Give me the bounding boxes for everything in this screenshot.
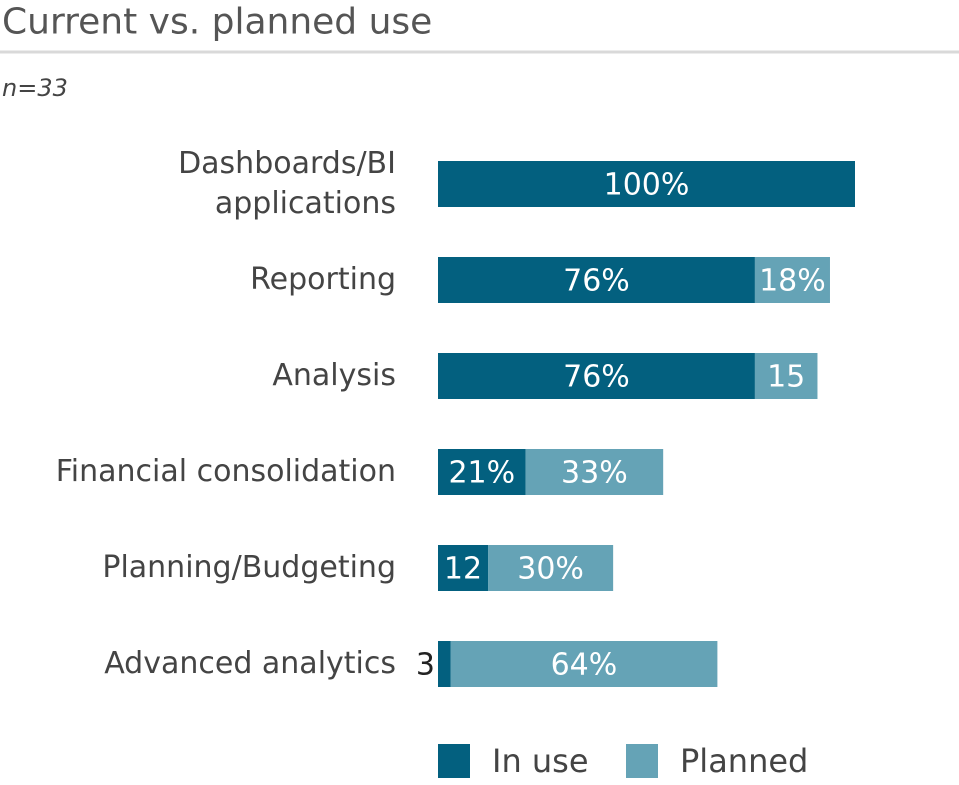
bar-segment: [754, 353, 818, 399]
category-label: Planning/Budgeting: [102, 550, 396, 585]
bar-segment: [438, 257, 755, 303]
chart-title: Current vs. planned use: [2, 2, 432, 43]
bar-segment: [754, 257, 830, 303]
bar-segment: [438, 449, 526, 495]
legend-swatch: [438, 744, 470, 778]
value-label: 12: [444, 552, 482, 587]
bar-segment: [488, 545, 614, 591]
value-label: 76%: [563, 360, 630, 395]
value-label: 21%: [448, 456, 515, 491]
value-label: 64%: [551, 648, 618, 683]
bar-segment: [438, 161, 855, 207]
value-label: 3: [416, 648, 435, 683]
value-label: 30%: [517, 552, 584, 587]
category-label: Reporting: [250, 262, 396, 297]
value-label: 76%: [563, 264, 630, 299]
value-label: 18%: [759, 264, 826, 299]
bar-segment: [525, 449, 664, 495]
legend-label: Planned: [680, 742, 808, 780]
legend-swatch: [626, 744, 658, 778]
category-label: Financial consolidation: [55, 454, 396, 489]
legend-label: In use: [492, 742, 589, 780]
category-label: Analysis: [272, 358, 396, 393]
bar-segment: [438, 641, 451, 687]
value-label: 33%: [561, 456, 628, 491]
value-label: 100%: [604, 168, 690, 203]
bar-segment: [438, 353, 755, 399]
subtitle: n=33: [2, 74, 68, 102]
category-label: Advanced analytics: [104, 646, 396, 681]
category-label: Dashboards/BI applications: [178, 146, 396, 221]
bar-segment: [438, 545, 489, 591]
bar-segment: [450, 641, 718, 687]
value-label: 15: [767, 360, 805, 395]
